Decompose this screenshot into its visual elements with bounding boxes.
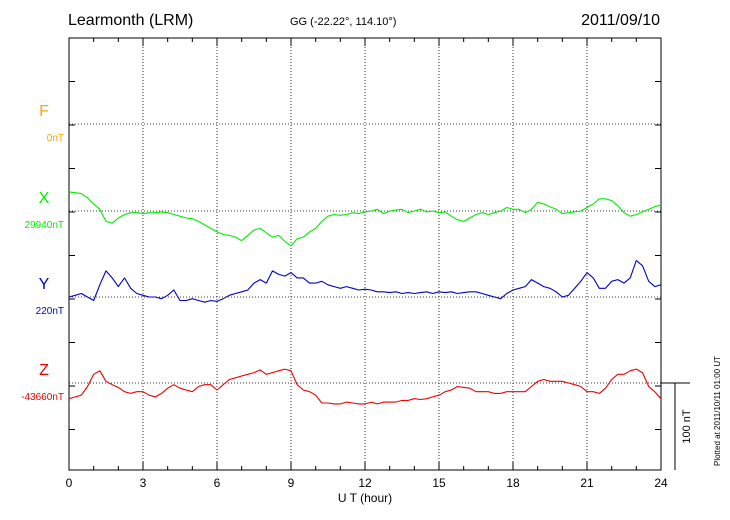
x-axis-label: U T (hour)	[338, 491, 392, 505]
plot-date: 2011/09/10	[581, 12, 660, 29]
trace-x	[68, 191, 662, 247]
x-tick-label: 21	[580, 476, 594, 490]
station-title: Learmonth (LRM)	[68, 12, 194, 29]
channel-baseline-y: 220nT	[36, 306, 64, 317]
x-tick-label: 12	[358, 476, 372, 490]
channel-name-f: F	[39, 103, 49, 120]
x-tick-label: 18	[506, 476, 520, 490]
x-tick-label: 6	[214, 476, 221, 490]
x-tick-label: 3	[140, 476, 147, 490]
station-coordinates: GG (-22.22°, 114.10°)	[290, 16, 397, 28]
x-tick-label: 24	[654, 476, 668, 490]
channel-baseline-f: 0nT	[47, 133, 64, 144]
trace-z	[68, 368, 662, 405]
channel-name-y: Y	[39, 276, 50, 293]
trace-y	[68, 259, 662, 303]
scale-bar-label: 100 nT	[681, 409, 693, 444]
channel-name-x: X	[39, 190, 50, 207]
channel-baseline-z: -43660nT	[21, 392, 64, 403]
channel-name-z: Z	[39, 362, 49, 379]
x-tick-label: 9	[288, 476, 295, 490]
x-tick-label: 15	[432, 476, 446, 490]
x-tick-label: 0	[66, 476, 73, 490]
channel-baseline-x: 29940nT	[25, 220, 64, 231]
